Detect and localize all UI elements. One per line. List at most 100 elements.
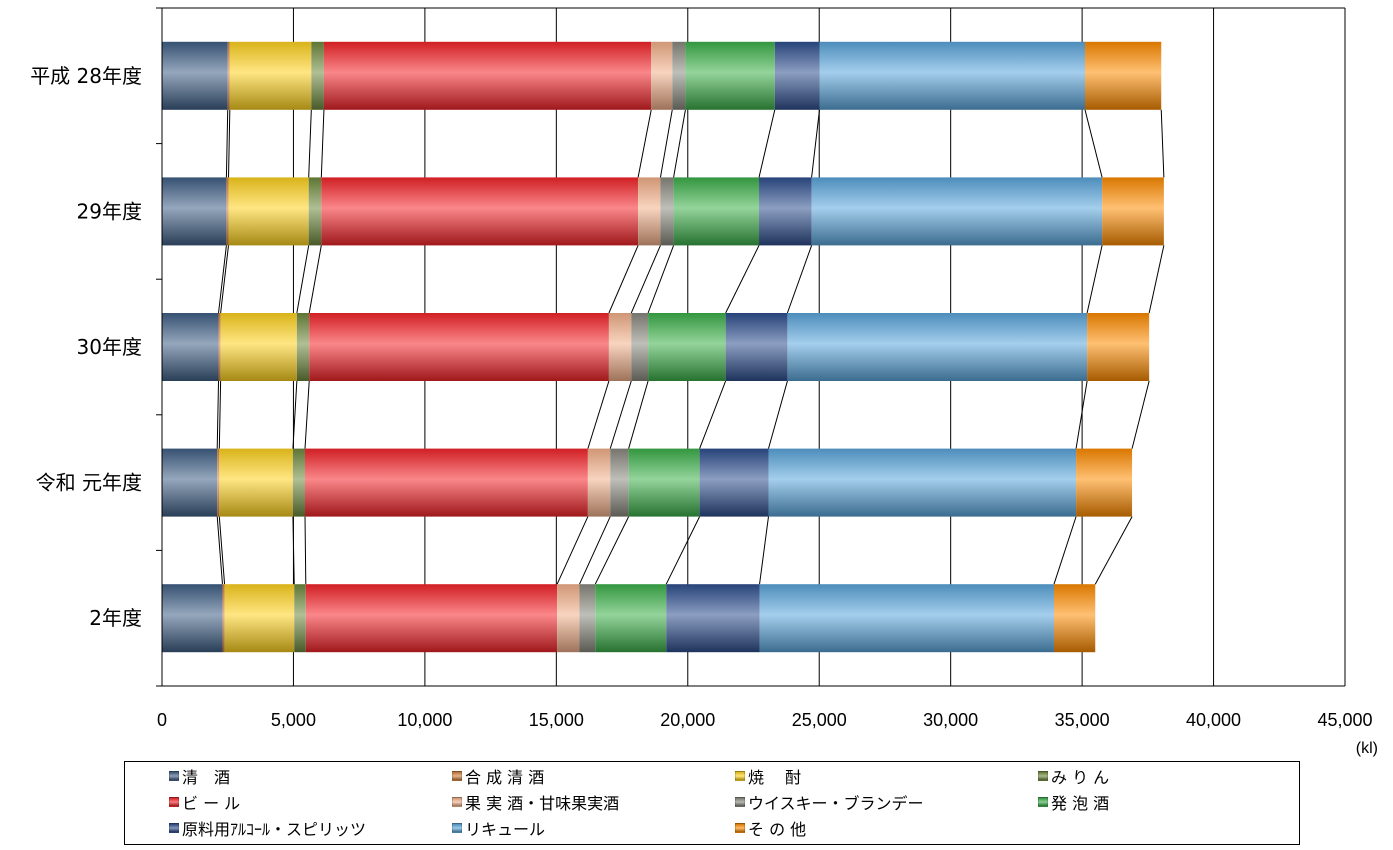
bar-segment: [321, 177, 639, 246]
bar-segment: [294, 584, 306, 653]
legend-label: ウイスキー・ブランデー: [748, 794, 924, 813]
legend-item: 発 泡 酒: [1038, 791, 1109, 813]
legend-item: み り ん: [1038, 765, 1109, 787]
bar-segment: [226, 177, 229, 246]
series-connector-line: [811, 109, 820, 178]
bar-segment: [220, 313, 297, 381]
bar-segment: [292, 448, 306, 517]
legend-label: 清 酒: [182, 768, 231, 787]
bar-segment: [673, 177, 760, 246]
legend-item: 焼 酎: [735, 765, 801, 787]
series-connector-line: [216, 516, 223, 585]
series-connector-line: [630, 245, 661, 314]
bar-segment: [759, 584, 1054, 653]
bar-segment: [1053, 584, 1096, 653]
bar-segment: [819, 41, 1086, 110]
series-connector-line: [637, 109, 652, 178]
legend-swatch: [735, 771, 745, 781]
bar-segment: [787, 313, 1088, 381]
bars: [162, 41, 1164, 653]
x-tick-label: 0: [157, 710, 167, 730]
series-connector-line: [1084, 109, 1103, 178]
bar-segment: [610, 448, 629, 517]
legend-label: 合 成 清 酒: [465, 768, 545, 787]
bar-segment: [308, 177, 322, 246]
x-tick-label: 35,000: [1055, 710, 1110, 730]
legend-label: 発 泡 酒: [1051, 794, 1110, 813]
bar-segment: [666, 584, 760, 653]
legend-swatch: [169, 797, 179, 807]
series-connector-line: [768, 380, 788, 449]
series-connector-line: [1075, 380, 1088, 449]
x-tick-label: 40,000: [1186, 710, 1241, 730]
bar-segment: [296, 313, 310, 381]
category-label: 2年度: [89, 606, 142, 630]
category-label: 令和 元年度: [36, 471, 142, 495]
series-connector-line: [228, 109, 231, 178]
legend-label: リキュール: [465, 820, 546, 839]
x-tick-label: 5,000: [271, 710, 316, 730]
bar-segment: [228, 177, 309, 246]
bar-segment: [162, 448, 218, 517]
legend-swatch: [169, 771, 179, 781]
series-connector-line: [1086, 245, 1103, 314]
connector-lines: [216, 109, 1165, 585]
x-tick-label: 30,000: [923, 710, 978, 730]
bar-segment: [309, 313, 609, 381]
bar-segment: [579, 584, 596, 653]
series-connector-line: [786, 245, 813, 314]
bar-segment: [311, 41, 324, 110]
legend-item: 合 成 清 酒: [452, 765, 544, 787]
series-connector-line: [292, 380, 298, 449]
series-connector-line: [665, 516, 701, 585]
bar-segment: [224, 584, 295, 653]
x-tick-label: 45,000: [1317, 710, 1372, 730]
series-connector-line: [1131, 380, 1150, 449]
legend-swatch: [735, 823, 745, 833]
legend-swatch: [452, 823, 462, 833]
legend-item: リキュール: [452, 817, 545, 839]
legend-swatch: [1038, 771, 1048, 781]
series-connector-line: [292, 516, 295, 585]
legend-item: そ の 他: [735, 817, 806, 839]
bar-segment: [218, 313, 221, 381]
series-connector-line: [320, 109, 325, 178]
series-connector-line: [218, 380, 222, 449]
bar-segment: [595, 584, 667, 653]
series-connector-line: [587, 380, 610, 449]
legend: 清 酒 合 成 清 酒 焼 酎 み り んビ ー ル 果 実 酒・甘味果実酒 ウイスキー・…: [124, 761, 1300, 845]
bar-segment: [305, 584, 558, 653]
bar-segment: [227, 41, 230, 110]
bar-segment: [162, 313, 219, 381]
bar-segment: [587, 448, 611, 517]
bar-segment: [774, 41, 820, 110]
series-connector-line: [609, 380, 632, 449]
legend-label: ビ ー ル: [182, 794, 241, 813]
bar-segment: [660, 177, 674, 246]
x-tick-label: 15,000: [529, 710, 584, 730]
legend-item: 清 酒: [169, 765, 230, 787]
bar-segment: [219, 448, 293, 517]
legend-swatch: [452, 771, 462, 781]
bar-segment: [631, 313, 649, 381]
bar-segment: [162, 177, 227, 246]
bar-segment: [557, 584, 580, 653]
legend-swatch: [735, 797, 745, 807]
series-connector-line: [225, 109, 229, 178]
bar-segment: [323, 41, 652, 110]
series-connector-line: [594, 516, 630, 585]
series-connector-line: [579, 516, 611, 585]
series-connector-line: [308, 109, 312, 178]
series-connector-line: [1160, 109, 1165, 178]
series-connector-line: [673, 109, 686, 178]
category-label: 平成 28年度: [30, 64, 142, 88]
bar-segment: [229, 41, 312, 110]
series-connector-line: [608, 245, 639, 314]
bar-segment: [217, 448, 220, 517]
x-tick-label: 25,000: [792, 710, 847, 730]
bar-segment: [685, 41, 775, 110]
series-connector-line: [725, 245, 760, 314]
x-tick-label: 20,000: [660, 710, 715, 730]
bar-segment: [1102, 177, 1164, 246]
series-connector-line: [1053, 516, 1077, 585]
